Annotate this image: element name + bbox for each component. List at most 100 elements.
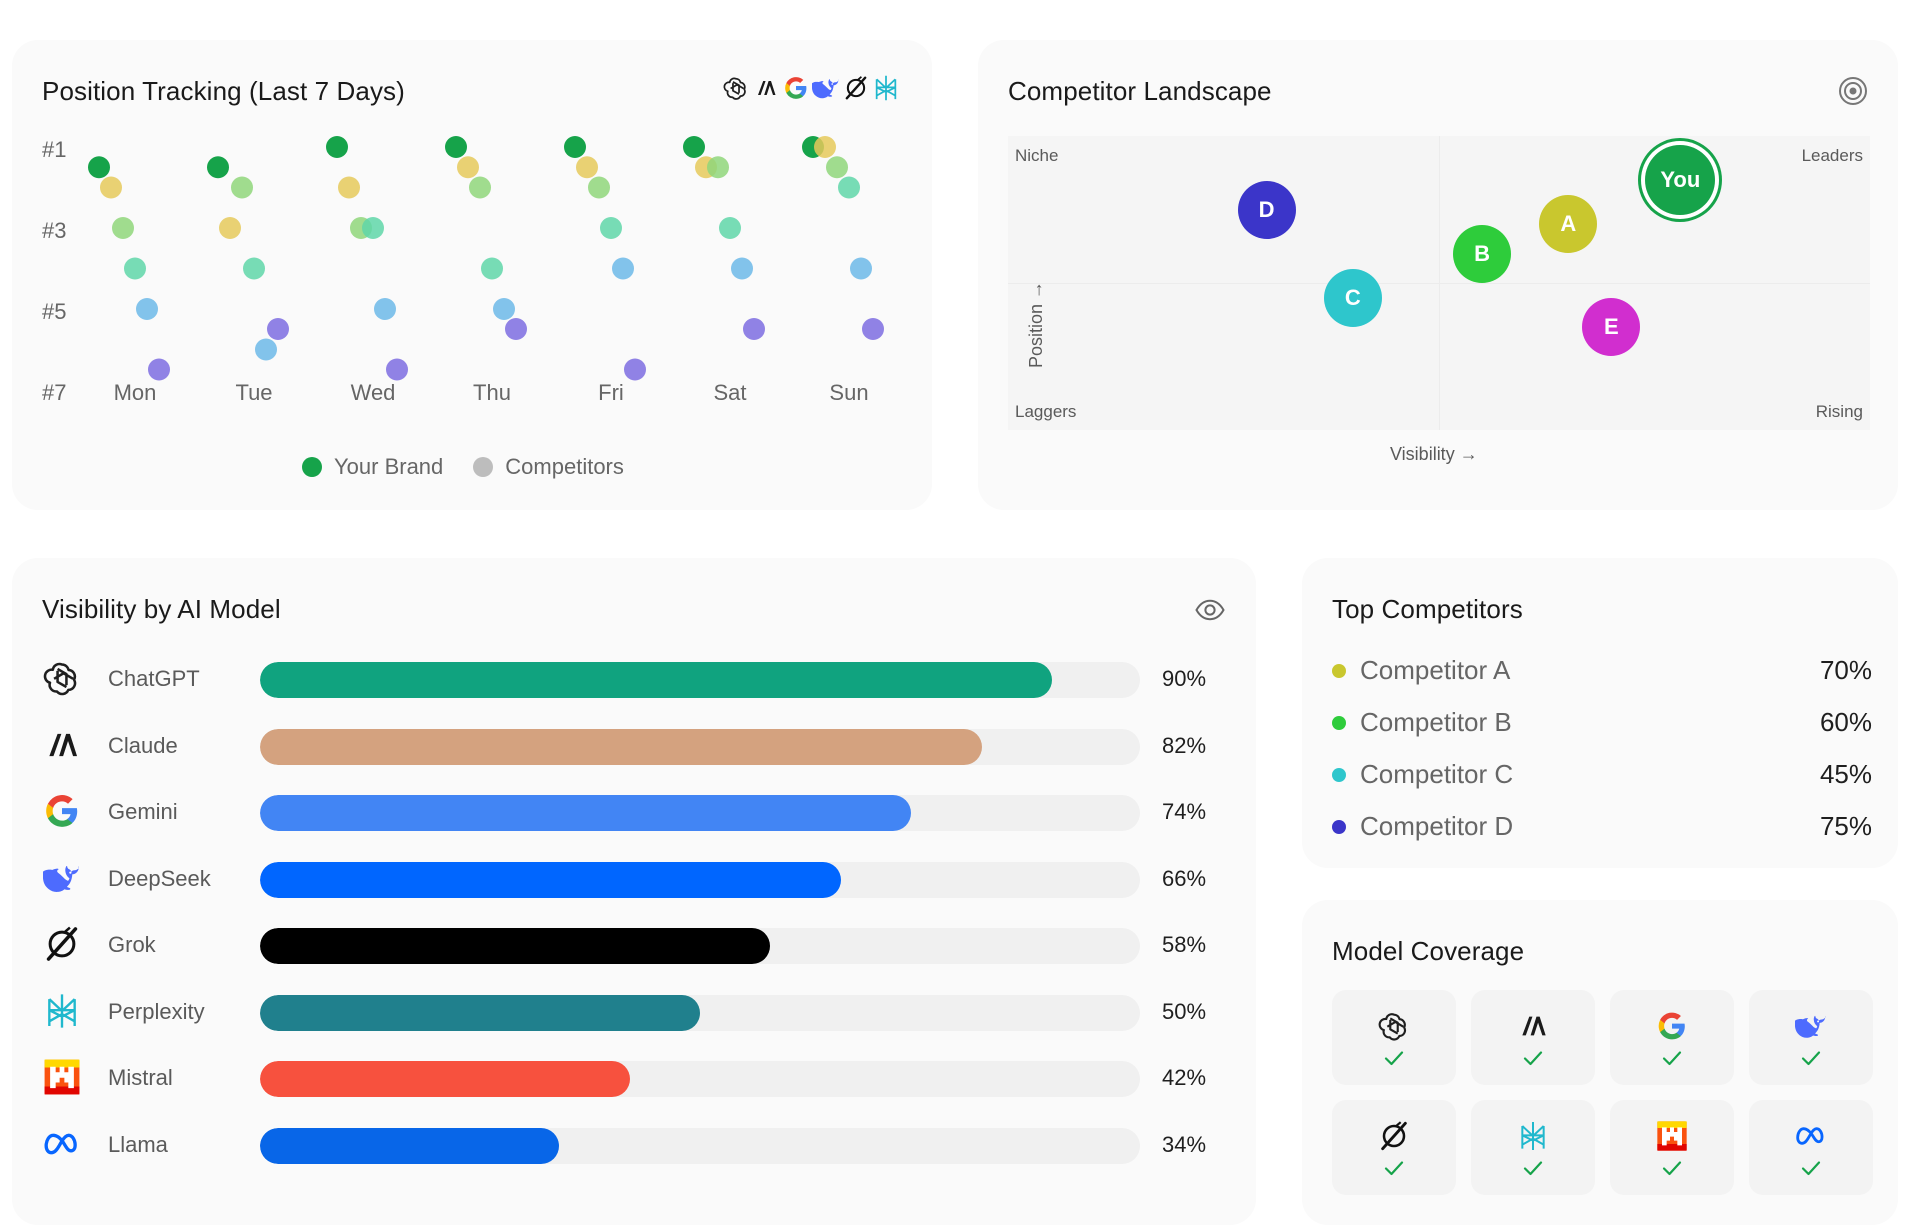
competitor-position-point[interactable] [850,257,872,280]
visibility-row-mistral[interactable]: Mistral 42% [42,1057,1222,1097]
coverage-tile-perplexity[interactable] [1471,1100,1595,1195]
visibility-row-llama[interactable]: Llama 34% [42,1124,1222,1164]
competitor-position-point[interactable] [457,156,479,179]
competitor-name: Competitor C [1360,759,1514,789]
bubble-d[interactable]: D [1237,180,1296,239]
competitor-position-point[interactable] [386,358,408,381]
coverage-tile-chatgpt[interactable] [1332,990,1456,1085]
grok-icon [42,924,82,964]
brand-position-point[interactable] [683,136,705,158]
visibility-row-chatgpt[interactable]: ChatGPT 90% [42,658,1222,698]
bubble-you[interactable]: You [1645,145,1716,216]
model-name: Grok [108,932,156,957]
competitor-position-point[interactable] [862,318,884,340]
claude-icon [1515,1008,1551,1044]
coverage-tile-claude[interactable] [1471,990,1595,1085]
competitor-position-point[interactable] [624,358,646,381]
deepseek-icon [42,858,82,898]
competitor-value: 45% [1819,759,1872,789]
bubble-e[interactable]: E [1582,298,1641,357]
brand-position-point[interactable] [564,136,586,158]
brand-position-point[interactable] [207,156,229,179]
visibility-row-grok[interactable]: Grok 58% [42,924,1222,964]
check-icon [1384,1050,1404,1066]
legend-item-brand: Your Brand [302,454,443,480]
quadrant-label-laggers: Laggers [1015,402,1077,421]
competitor-position-point[interactable] [136,298,158,320]
y-tick-label: #3 [42,218,66,243]
competitor-position-point[interactable] [600,217,622,239]
visibility-row-gemini[interactable]: Gemini 74% [42,791,1222,831]
competitor-position-point[interactable] [719,217,741,239]
competitor-position-point[interactable] [124,257,146,280]
competitor-position-point[interactable] [231,176,253,199]
legend-label-competitors: Competitors [505,454,624,479]
quadrant-label-leaders: Leaders [1801,146,1863,165]
model-name: Gemini [108,799,178,824]
competitor-position-point[interactable] [469,176,491,199]
competitor-position-point[interactable] [826,156,848,179]
competitor-row[interactable]: Competitor A 70% [1332,652,1872,688]
coverage-tile-deepseek[interactable] [1749,990,1873,1085]
coverage-tile-mistral[interactable] [1610,1100,1734,1195]
chatgpt-icon [42,658,82,698]
brand-position-point[interactable] [326,136,348,158]
model-coverage-grid [1332,990,1873,1195]
mistral-icon [1654,1118,1690,1154]
visibility-bar-track [260,728,1140,765]
competitor-position-point[interactable] [481,257,503,280]
coverage-tile-llama[interactable] [1749,1100,1873,1195]
x-tick-label: Tue [235,380,272,405]
x-tick-label: Wed [351,380,396,405]
competitor-position-point[interactable] [576,156,598,179]
competitor-position-point[interactable] [219,217,241,239]
bubble-c[interactable]: C [1323,268,1382,327]
competitor-position-point[interactable] [100,176,122,199]
competitor-row[interactable]: Competitor D 75% [1332,808,1872,844]
brand-position-point[interactable] [88,156,110,179]
visibility-row-deepseek[interactable]: DeepSeek 66% [42,858,1222,898]
top-competitors-title: Top Competitors [1332,594,1523,624]
competitor-row[interactable]: Competitor B 60% [1332,704,1872,740]
competitor-position-point[interactable] [814,136,836,158]
competitor-position-point[interactable] [707,156,729,179]
visibility-title: Visibility by AI Model [42,594,281,624]
competitor-position-point[interactable] [612,257,634,280]
coverage-tile-gemini[interactable] [1610,990,1734,1085]
competitor-position-point[interactable] [267,318,289,340]
model-name: Perplexity [108,998,205,1024]
competitor-position-point[interactable] [374,298,396,320]
competitor-position-point[interactable] [338,176,360,199]
competitor-position-point[interactable] [838,176,860,199]
visibility-bar-fill [260,861,841,898]
competitor-row[interactable]: Competitor C 45% [1332,756,1872,792]
bubble-a[interactable]: A [1539,195,1598,254]
position-tracking-chart: #1 #3 #5 #7 Mon Tue Wed Thu Fri Sat Sun [42,136,884,405]
model-name: Llama [108,1131,168,1157]
coverage-tile-grok[interactable] [1332,1100,1456,1195]
visibility-by-model-card: Visibility by AI Model ChatGPT 90% Claude 8… [12,558,1256,1225]
brand-position-point[interactable] [445,136,467,158]
visibility-bar-fill [260,795,912,831]
visibility-bar-fill [260,728,982,765]
competitor-position-point[interactable] [731,257,753,280]
competitor-position-point[interactable] [362,217,384,239]
competitor-position-point[interactable] [505,318,527,340]
visibility-row-claude[interactable]: Claude 82% [42,725,1222,765]
model-name: ChatGPT [108,666,200,691]
visibility-percent: 90% [1162,666,1207,691]
competitor-position-point[interactable] [243,257,265,280]
eye-icon[interactable] [1194,594,1226,626]
competitor-position-point[interactable] [588,176,610,199]
competitor-position-point[interactable] [255,338,277,361]
visibility-row-perplexity[interactable]: Perplexity 50% [42,991,1222,1031]
competitor-position-point[interactable] [112,217,134,239]
competitor-position-point[interactable] [493,298,515,320]
competitor-name: Competitor A [1360,655,1511,685]
competitor-position-point[interactable] [148,358,170,381]
visibility-bar-fill [260,662,1052,698]
target-icon[interactable] [1836,74,1870,108]
competitor-position-point[interactable] [743,318,765,340]
competitor-landscape-title: Competitor Landscape [1008,76,1272,106]
bubble-b[interactable]: B [1453,224,1512,283]
